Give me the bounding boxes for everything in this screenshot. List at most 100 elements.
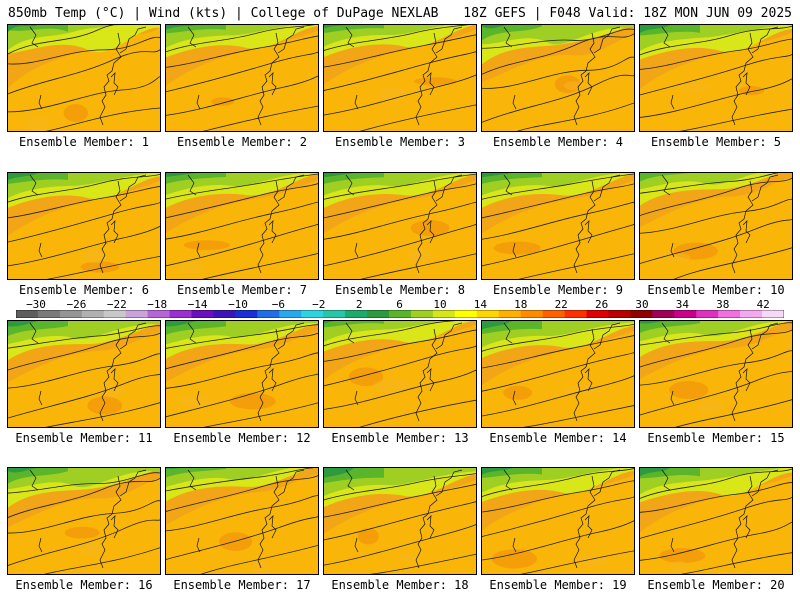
temperature-colorbar (16, 310, 784, 318)
colorbar-swatch (213, 310, 236, 318)
ensemble-member-label: Ensemble Member: 10 (647, 283, 785, 297)
ensemble-member-map-9 (481, 172, 635, 280)
temperature-map (324, 321, 476, 427)
colorbar-tick-label: 30 (635, 298, 649, 311)
colorbar-tick-label: 14 (473, 298, 488, 311)
ensemble-member-label: Ensemble Member: 17 (173, 578, 311, 592)
colorbar-swatch (59, 310, 83, 318)
colorbar-swatch (564, 310, 588, 318)
colorbar-swatch (169, 310, 193, 318)
temperature-map (640, 25, 792, 131)
temperature-map (482, 173, 634, 279)
colorbar-tick-label: 2 (355, 298, 363, 311)
temperature-map (166, 468, 318, 574)
ensemble-member-map-11 (7, 320, 161, 428)
colorbar-tick-label: −22 (106, 298, 127, 311)
ensemble-member-map-8 (323, 172, 477, 280)
temperature-map (640, 173, 792, 279)
ensemble-member-label: Ensemble Member: 6 (18, 283, 150, 297)
temperature-map (166, 173, 318, 279)
colorbar-swatch (125, 310, 149, 318)
colorbar-tick-label: −30 (26, 298, 46, 311)
temperature-map (8, 468, 160, 574)
colorbar-tick-label: 6 (396, 298, 403, 311)
ensemble-member-label: Ensemble Member: 9 (492, 283, 624, 297)
temperature-map (8, 321, 160, 427)
colorbar-swatch (432, 310, 456, 318)
temperature-map (8, 173, 160, 279)
model-valid-time: 18Z GEFS | F048 Valid: 18Z MON JUN 09 20… (463, 6, 792, 21)
ensemble-member-label: Ensemble Member: 11 (15, 431, 153, 445)
ensemble-member-label: Ensemble Member: 1 (18, 135, 150, 149)
colorbar-swatch (542, 310, 566, 318)
colorbar-tick-label: −18 (147, 298, 168, 311)
colorbar-tick-label: −14 (187, 298, 208, 311)
colorbar-swatch (718, 310, 741, 318)
ensemble-member-label: Ensemble Member: 14 (489, 431, 627, 445)
colorbar-swatch (630, 310, 653, 318)
temperature-map (640, 468, 792, 574)
colorbar-tick-label: 42 (756, 298, 770, 311)
ensemble-member-map-16 (7, 467, 161, 575)
ensemble-member-map-5 (639, 24, 793, 132)
colorbar-tick-label: −2 (312, 298, 326, 311)
temperature-map (324, 25, 476, 131)
ensemble-member-map-19 (481, 467, 635, 575)
ensemble-member-map-3 (323, 24, 477, 132)
colorbar-tick-label: 34 (675, 298, 690, 311)
colorbar-tick-label: 38 (716, 298, 730, 311)
colorbar-tick-label: 26 (594, 298, 609, 311)
ensemble-member-map-15 (639, 320, 793, 428)
colorbar-tick-label: 10 (433, 298, 447, 311)
colorbar-swatch (103, 310, 127, 318)
colorbar-swatch (367, 310, 390, 318)
temperature-map (482, 321, 634, 427)
temperature-map (482, 25, 634, 131)
ensemble-member-label: Ensemble Member: 8 (334, 283, 466, 297)
colorbar-swatch (476, 310, 500, 318)
temperature-map (166, 25, 318, 131)
ensemble-member-label: Ensemble Member: 3 (334, 135, 466, 149)
colorbar-swatch (81, 310, 105, 318)
temperature-map (324, 468, 476, 574)
colorbar-swatch (696, 310, 719, 318)
ensemble-member-map-2 (165, 24, 319, 132)
ensemble-member-map-7 (165, 172, 319, 280)
colorbar-swatch (389, 310, 412, 318)
colorbar-swatch (345, 310, 368, 318)
ensemble-member-label: Ensemble Member: 15 (647, 431, 785, 445)
colorbar-labels: −30 −26 −22 −18 −14 −10 −6 −2 2 6 10 14 18 22 26 30 34 38… (0, 298, 800, 311)
ensemble-member-label: Ensemble Member: 5 (650, 135, 782, 149)
ensemble-member-label: Ensemble Member: 18 (331, 578, 469, 592)
colorbar-tick-label: −10 (228, 298, 248, 311)
colorbar-swatch (498, 310, 522, 318)
colorbar-tick-label: −6 (271, 298, 286, 311)
colorbar-swatch (520, 310, 544, 318)
colorbar-swatch (191, 310, 214, 318)
ensemble-member-map-18 (323, 467, 477, 575)
colorbar-swatch (301, 310, 324, 318)
temperature-map (166, 321, 318, 427)
colorbar-swatch (16, 310, 39, 318)
ensemble-member-map-12 (165, 320, 319, 428)
colorbar-tick-label: 22 (554, 298, 568, 311)
colorbar-tick-label: −26 (66, 298, 87, 311)
colorbar-swatch (323, 310, 346, 318)
ensemble-member-map-20 (639, 467, 793, 575)
ensemble-member-label: Ensemble Member: 19 (489, 578, 627, 592)
ensemble-member-label: Ensemble Member: 7 (176, 283, 308, 297)
temperature-map (8, 25, 160, 131)
colorbar-swatch (652, 310, 675, 318)
colorbar-swatch (740, 310, 763, 318)
ensemble-member-map-6 (7, 172, 161, 280)
colorbar-swatch (147, 310, 171, 318)
colorbar-swatch (608, 310, 631, 318)
temperature-map (324, 173, 476, 279)
colorbar-swatch (762, 310, 784, 318)
ensemble-member-label: Ensemble Member: 4 (492, 135, 624, 149)
colorbar-swatch (454, 310, 478, 318)
temperature-map (482, 468, 634, 574)
ensemble-member-map-17 (165, 467, 319, 575)
colorbar-swatch (37, 310, 61, 318)
colorbar-swatch (279, 310, 302, 318)
